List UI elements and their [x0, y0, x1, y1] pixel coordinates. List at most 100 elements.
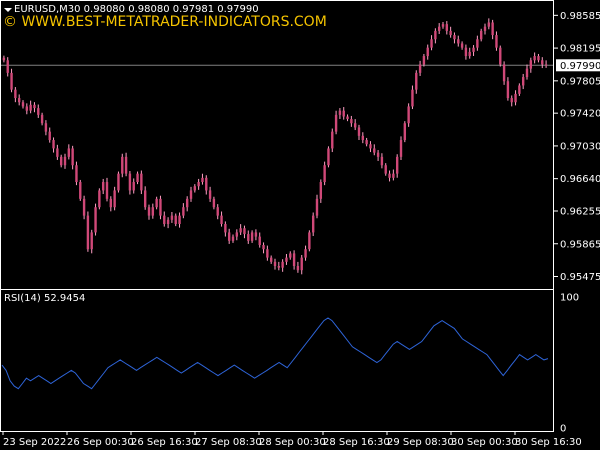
candle-body — [281, 261, 284, 268]
candle-body — [117, 173, 120, 191]
candle-body — [205, 177, 208, 191]
candle-body — [21, 102, 25, 107]
candle-body — [518, 85, 521, 94]
candle-body — [197, 182, 200, 187]
candle-body — [289, 253, 292, 258]
candle-body — [388, 173, 391, 178]
candle-body — [460, 43, 464, 48]
candle-body — [44, 123, 48, 132]
candle-body — [151, 207, 155, 216]
time-label: 30 Sep 00:30 — [451, 437, 518, 448]
candle-body — [37, 108, 40, 115]
candle-body — [285, 257, 288, 262]
candle-body — [445, 24, 449, 31]
candle-body — [415, 72, 418, 90]
price-level-label: 0.98195 — [560, 44, 600, 55]
candle-body — [376, 152, 380, 157]
candle-body — [533, 56, 536, 61]
candle-body — [128, 173, 132, 191]
candle-body — [472, 47, 475, 52]
candle-body — [98, 190, 101, 208]
candle-body — [63, 156, 67, 166]
candle-body — [292, 253, 296, 267]
candle-body — [350, 119, 353, 124]
candle-body — [113, 190, 116, 208]
rsi-level-label: 0 — [560, 424, 566, 435]
candle-body — [166, 219, 170, 225]
candle-body — [327, 148, 330, 166]
candle-body — [311, 215, 315, 233]
candle-body — [182, 207, 185, 216]
candle-body — [10, 72, 13, 90]
candle-body — [71, 148, 74, 166]
price-level-label: 0.97805 — [560, 76, 600, 87]
candle-body — [258, 236, 261, 246]
candle-body — [342, 110, 345, 117]
candle-body — [392, 173, 395, 178]
candle-body — [94, 207, 97, 233]
candle-body — [224, 224, 227, 233]
candle-body — [403, 123, 407, 141]
candle-body — [422, 56, 426, 65]
candle-body — [254, 232, 258, 237]
candle-body — [464, 47, 468, 57]
time-label: 28 Sep 16:30 — [323, 437, 390, 448]
candle-body — [353, 123, 357, 128]
candle-body — [426, 47, 429, 57]
candle-body — [296, 266, 300, 271]
candle-body — [495, 35, 498, 48]
candle-body — [220, 215, 223, 225]
candle-body — [101, 182, 105, 191]
candle-body — [346, 116, 349, 120]
candle-body — [48, 131, 51, 141]
svg-text:0.97990: 0.97990 — [560, 61, 600, 72]
candle-body — [510, 98, 513, 103]
candlestick-series — [2, 18, 548, 275]
candle-body — [132, 182, 135, 191]
price-axis: 0.98585 0.98195 0.97805 0.97420 0.97030 0.966… — [554, 11, 600, 283]
candle-body — [468, 51, 471, 57]
price-level-label: 0.97420 — [560, 109, 600, 120]
candle-body — [147, 207, 151, 216]
candle-body — [2, 57, 6, 61]
time-label: 28 Sep 00:30 — [259, 437, 326, 448]
rsi-label: RSI(14) 52.9454 — [4, 293, 85, 304]
candle-body — [449, 30, 452, 36]
candle-body — [143, 190, 147, 208]
candle-body — [319, 182, 323, 199]
candle-body — [541, 60, 544, 65]
rsi-axis: 100 0 — [560, 293, 579, 435]
candle-body — [499, 47, 502, 65]
candle-body — [544, 64, 548, 66]
candle-body — [331, 131, 334, 149]
candle-body — [269, 257, 273, 262]
candle-body — [380, 156, 384, 166]
candle-body — [491, 22, 494, 36]
candle-body — [86, 215, 90, 250]
candle-body — [201, 177, 204, 183]
candle-body — [430, 39, 433, 48]
candle-body — [67, 148, 71, 157]
candle-body — [453, 35, 456, 40]
candle-body — [308, 232, 311, 250]
candle-body — [109, 198, 113, 208]
candle-body — [514, 93, 517, 103]
candle-body — [273, 261, 277, 267]
candle-body — [243, 228, 246, 235]
candle-body — [6, 60, 9, 73]
candle-body — [178, 215, 181, 225]
candle-body — [277, 266, 281, 268]
candle-body — [227, 232, 231, 241]
time-label: 26 Sep 16:30 — [131, 437, 198, 448]
time-label: 23 Sep 2022 — [3, 437, 66, 448]
symbol-title: EURUSD,M30 0.98080 0.98080 0.97981 0.979… — [14, 4, 259, 15]
chart-frame — [0, 0, 554, 432]
price-level-label: 0.97030 — [560, 141, 600, 152]
candle-body — [174, 215, 177, 225]
candle-body — [29, 104, 32, 111]
candle-body — [216, 207, 219, 216]
candle-body — [361, 135, 365, 141]
candle-body — [369, 144, 372, 149]
